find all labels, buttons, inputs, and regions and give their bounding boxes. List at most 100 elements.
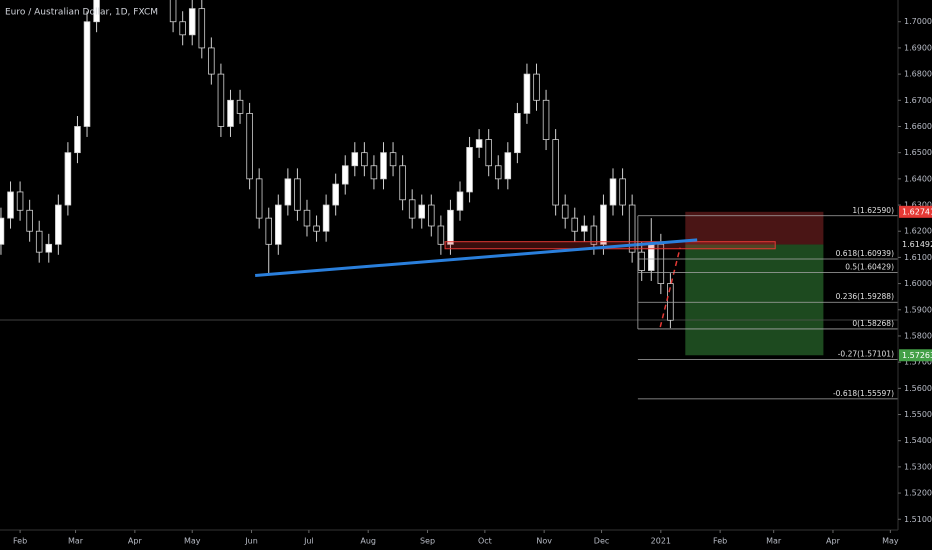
candle-body [16, 191, 24, 211]
x-tick-label: Apr [128, 537, 143, 546]
y-tick-label: 1.68000 [904, 70, 932, 79]
fib-label: 1(1.62590) [852, 206, 894, 215]
candle-body [475, 139, 483, 148]
candle-body [7, 191, 14, 219]
candle-body [198, 8, 206, 49]
y-tick-label: 1.52000 [904, 489, 932, 498]
candle-body [628, 204, 636, 253]
candle-body [600, 204, 607, 245]
candle-body [208, 47, 215, 75]
candle-body [437, 225, 445, 245]
x-tick-label: 2021 [651, 537, 671, 546]
fib-label: -0.27(1.57101) [838, 350, 894, 359]
x-tick-label: Sep [420, 537, 435, 546]
candle-body [217, 73, 225, 127]
candle-body [188, 8, 196, 36]
y-tick-label: 1.67000 [904, 96, 932, 105]
candle-body [609, 178, 617, 206]
y-tick-label: 1.56000 [904, 384, 932, 393]
candle-body [533, 73, 540, 101]
y-tick-label: 1.62000 [904, 227, 932, 236]
candle-body [370, 165, 378, 180]
candle-body [74, 126, 81, 154]
candle-body [83, 21, 91, 127]
candle-body [542, 99, 550, 140]
x-tick-label: Jul [303, 537, 314, 546]
candle-body [26, 209, 33, 232]
x-tick-label: Mar [68, 537, 84, 546]
candle-body [55, 204, 62, 245]
y-tick-label: 1.57000 [904, 358, 932, 367]
candle-body [523, 73, 531, 114]
candle-body [571, 217, 579, 232]
y-tick-label: 1.51000 [904, 515, 932, 524]
y-tick-label: 1.65000 [904, 148, 932, 157]
fib-label: 0(1.58268) [852, 319, 894, 328]
candle-body [466, 147, 473, 193]
x-tick-label: Feb [13, 537, 27, 546]
candle-body [504, 152, 512, 180]
candle-body [236, 99, 244, 114]
price-badge [899, 349, 932, 362]
candle-body [418, 204, 426, 219]
y-tick-label: 1.58000 [904, 331, 932, 340]
candle-body [514, 112, 521, 154]
candle-body [303, 209, 311, 227]
candle-body [169, 0, 177, 23]
candle-body [255, 178, 263, 219]
candle-body [428, 204, 435, 227]
candle-body [552, 139, 559, 206]
zone-rect [444, 241, 776, 250]
candle-body [0, 217, 5, 245]
fib-label: 0.618(1.60939) [836, 249, 894, 258]
y-tick-label: 1.53000 [904, 462, 932, 471]
y-tick-label: 1.60000 [904, 279, 932, 288]
x-tick-label: Apr [826, 537, 841, 546]
candle-body [322, 204, 330, 232]
x-tick-label: Aug [360, 537, 376, 546]
candle-body [246, 112, 253, 180]
projection-line [659, 247, 681, 328]
candle-body [93, 0, 100, 23]
price-badge-label: 1.62741 [902, 207, 932, 216]
candle-body [590, 225, 598, 245]
candle-body [64, 152, 72, 206]
candle-body [389, 152, 397, 167]
price-badge [899, 238, 932, 251]
candle-body [399, 165, 406, 201]
candle-body [485, 139, 492, 167]
x-tick-label: May [184, 537, 201, 546]
y-tick-label: 1.70000 [904, 17, 932, 26]
target-zone [685, 244, 824, 356]
price-badge [899, 205, 932, 218]
candle-body [179, 21, 186, 36]
x-tick-label: Oct [478, 537, 492, 546]
candle-body [227, 99, 234, 127]
candle-body [456, 191, 464, 211]
fib-label: 0.236(1.59288) [836, 292, 894, 301]
candle-body [284, 178, 292, 206]
y-tick-label: 1.61000 [904, 253, 932, 262]
candle-body [380, 152, 387, 180]
candle-body [638, 251, 645, 271]
y-tick-label: 1.59000 [904, 305, 932, 314]
price-badge-label: 1.57263 [902, 351, 932, 360]
candle-body [408, 199, 416, 219]
candle-body [332, 183, 339, 206]
chart-title: Euro / Australian Dollar, 1D, FXCM [5, 8, 158, 18]
candle-body [341, 165, 349, 185]
candle-body [294, 178, 301, 211]
candle-body [275, 204, 282, 245]
y-tick-label: 1.64000 [904, 174, 932, 183]
x-tick-label: Jun [244, 537, 258, 546]
x-tick-label: May [882, 537, 899, 546]
x-tick-label: Nov [536, 537, 552, 546]
candle-body [619, 178, 626, 206]
y-tick-label: 1.63000 [904, 201, 932, 210]
candle-body [313, 225, 320, 232]
stop-zone [685, 211, 824, 245]
candle-body [35, 230, 43, 253]
price-badge-label: 1.61492 [902, 240, 932, 249]
candle-body [45, 243, 53, 253]
